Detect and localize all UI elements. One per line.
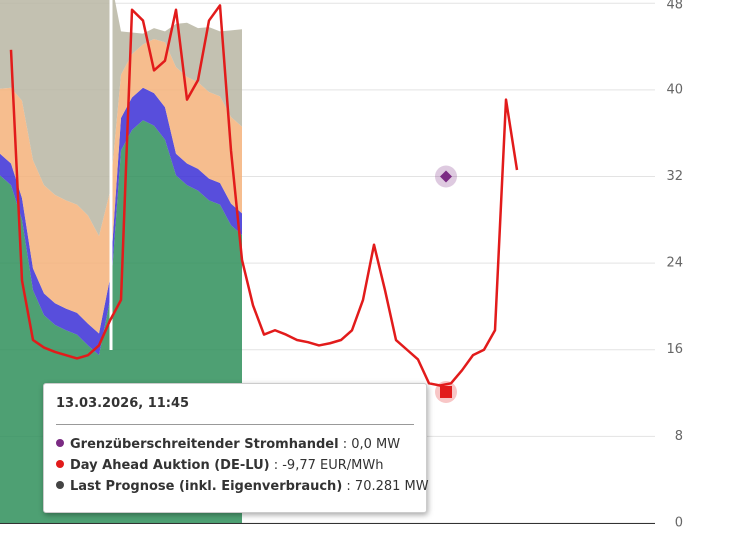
tooltip-series-name: Last Prognose (inkl. Eigenverbrauch) bbox=[70, 479, 343, 494]
y-tick-label: 0 bbox=[675, 516, 683, 531]
tooltip-value: : 0,0 MW bbox=[342, 437, 401, 452]
tooltip-divider bbox=[56, 424, 414, 425]
price-line bbox=[9, 4, 519, 387]
y-tick-label: 16 bbox=[666, 342, 683, 357]
tooltip-row: Last Prognose (inkl. Eigenverbrauch) : 7… bbox=[56, 479, 429, 494]
y-tick-label: 48 bbox=[666, 0, 683, 13]
hover-marker bbox=[440, 385, 452, 398]
tooltip-value: : 70.281 MW bbox=[346, 479, 429, 494]
tooltip-bullet bbox=[56, 481, 64, 489]
stacked-area bbox=[0, 38, 242, 334]
tooltip-series-name: Day Ahead Auktion (DE-LU) bbox=[70, 458, 270, 473]
y-tick-label: 8 bbox=[675, 429, 683, 444]
y-tick-label: 24 bbox=[666, 256, 683, 271]
tooltip: 13.03.2026, 11:45 Grenzüberschreitender … bbox=[43, 383, 429, 513]
tooltip-bullet bbox=[56, 460, 64, 468]
tooltip-row: Day Ahead Auktion (DE-LU) : -9,77 EUR/MW… bbox=[56, 458, 414, 473]
tooltip-row: Grenzüberschreitender Stromhandel : 0,0 … bbox=[56, 437, 414, 452]
tooltip-series-name: Grenzüberschreitender Stromhandel bbox=[70, 437, 339, 452]
tooltip-title: 13.03.2026, 11:45 bbox=[56, 396, 190, 411]
tooltip-value: : -9,77 EUR/MWh bbox=[273, 458, 384, 473]
y-tick-label: 40 bbox=[666, 82, 683, 97]
hover-marker bbox=[440, 170, 452, 183]
stacked-area bbox=[0, 87, 242, 356]
y-tick-label: 32 bbox=[666, 169, 683, 184]
tooltip-bullet bbox=[56, 439, 64, 447]
